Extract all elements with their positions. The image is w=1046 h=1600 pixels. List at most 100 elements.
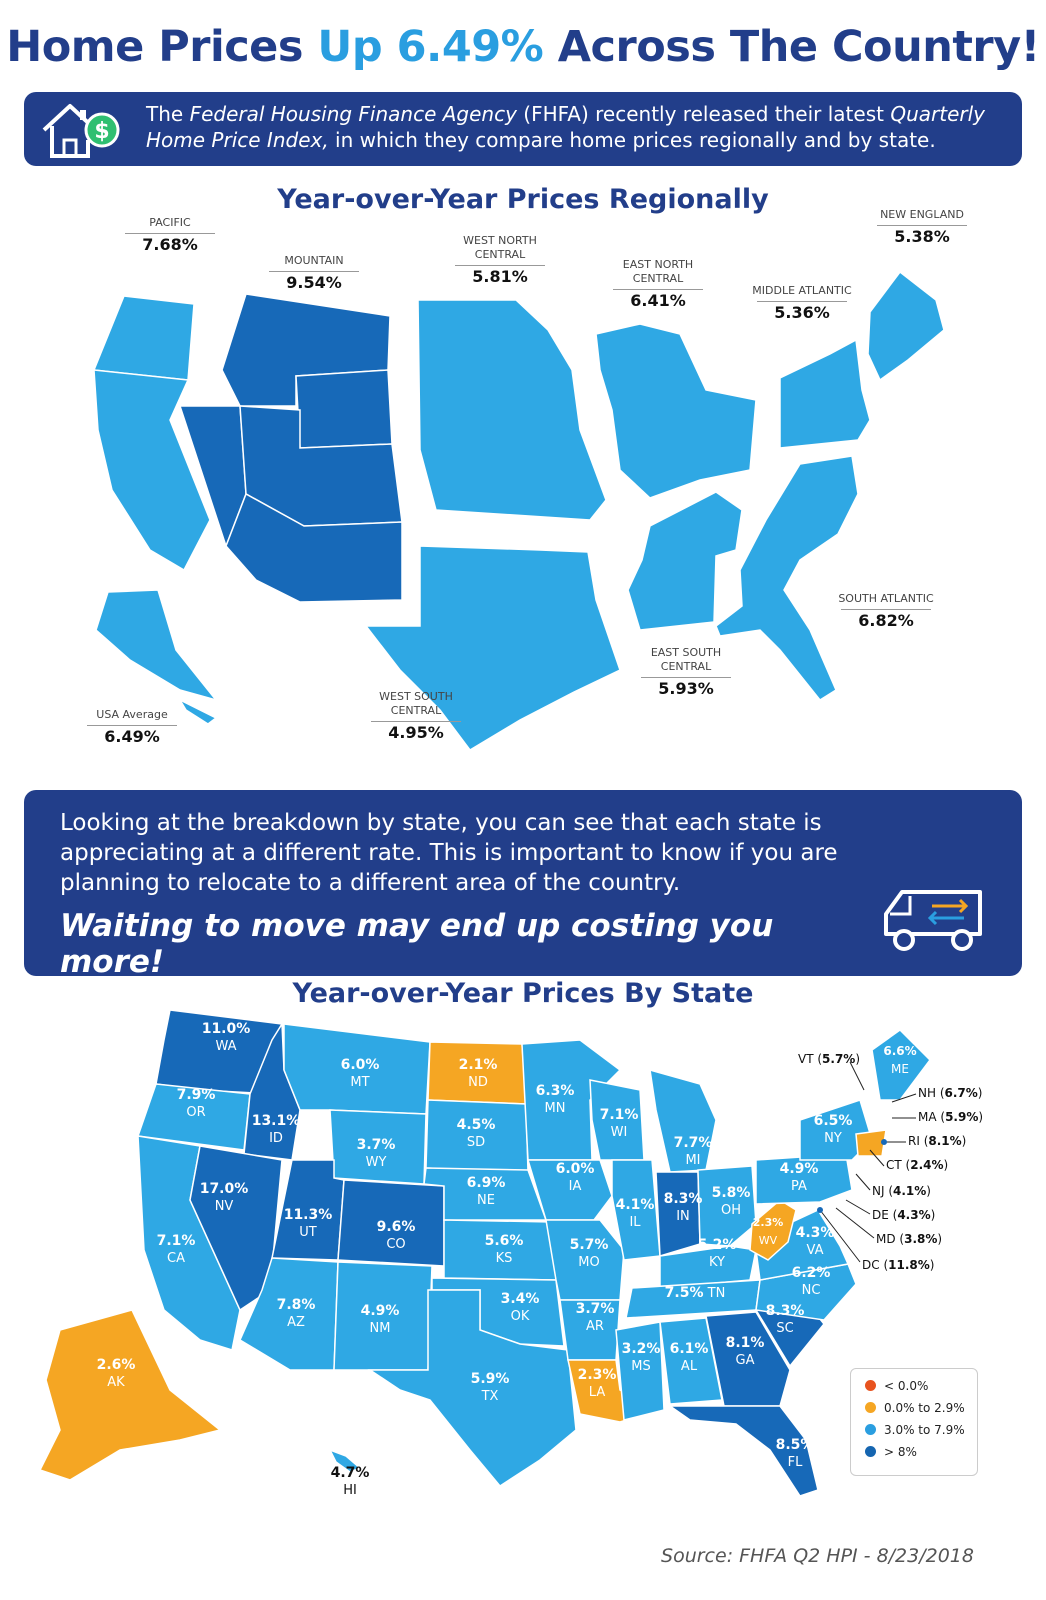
state-label-sc: 8.3% SC: [765, 1303, 805, 1336]
region-mountain-az-nm: [225, 492, 403, 603]
source-note: Source: FHFA Q2 HPI - 8/23/2018: [661, 1545, 974, 1567]
state-label-mt: 6.0% MT: [340, 1057, 380, 1090]
moving-van-icon: [884, 890, 982, 951]
state-label-va: 4.3% VA: [795, 1225, 835, 1258]
legend-swatch: [865, 1424, 876, 1435]
region-new-england: [867, 270, 945, 382]
state-label-az: 7.8% AZ: [276, 1297, 316, 1330]
region-enc: [595, 323, 757, 499]
callout-md: MD (3.8%): [876, 1232, 943, 1246]
state-label-la: 2.3% LA: [577, 1367, 617, 1400]
region-hawaii: [178, 698, 218, 725]
state-label-wv: 2.3% WV: [752, 1216, 784, 1247]
state-label-nm: 4.9% NM: [360, 1303, 400, 1336]
region-mountain-north: [221, 293, 391, 407]
state-label-ga: 8.1% GA: [725, 1335, 765, 1368]
state-label-nv: 17.0% NV: [199, 1181, 249, 1214]
region-label-south-atlantic: SOUTH ATLANTIC 6.82%: [838, 592, 934, 630]
state-label-in: 8.3% IN: [663, 1191, 703, 1224]
state-label-sd: 4.5% SD: [456, 1117, 496, 1150]
region-label-wnc: WEST NORTH CENTRAL 5.81%: [448, 234, 552, 285]
state-label-ia: 6.0% IA: [555, 1161, 595, 1194]
region-label-new-england: NEW ENGLAND 5.38%: [870, 208, 974, 245]
state-label-nc: 6.2% NC: [791, 1265, 831, 1298]
callout-de: DE (4.3%): [872, 1208, 936, 1222]
relocation-cta: Waiting to move may end up costing you m…: [60, 908, 774, 980]
state-label-ny: 6.5% NY: [813, 1113, 853, 1146]
region-label-usa-average: USA Average 6.49%: [80, 708, 184, 745]
region-label-mountain: MOUNTAIN 9.54%: [262, 254, 366, 291]
state-label-hi: 4.7% HI: [330, 1465, 370, 1498]
region-alaska: [95, 589, 219, 702]
intro-text: The Federal Housing Finance Agency (FHFA…: [146, 101, 1016, 153]
callout-nj: NJ (4.1%): [872, 1184, 931, 1198]
region-wsc: [364, 545, 621, 751]
legend-item-low: 0.0% to 2.9%: [865, 1401, 965, 1415]
legend-swatch: [865, 1380, 876, 1391]
callout-vt: VT (5.7%): [798, 1052, 861, 1066]
state-ak: [38, 1309, 222, 1481]
state-me: [871, 1029, 931, 1101]
state-label-id: 13.1% ID: [251, 1113, 301, 1146]
region-label-mid-atlantic: MIDDLE ATLANTIC 5.36%: [752, 284, 852, 322]
state-label-ks: 5.6% KS: [484, 1233, 524, 1266]
legend-swatch: [865, 1446, 876, 1457]
state-tx: [367, 1289, 577, 1487]
state-oh: [697, 1165, 757, 1247]
region-esc: [627, 491, 743, 631]
state-map: [38, 1010, 931, 1497]
region-label-enc: EAST NORTH CENTRAL 6.41%: [606, 258, 710, 309]
state-label-mn: 6.3% MN: [535, 1083, 575, 1116]
region-south-atlantic: [715, 455, 859, 701]
state-ms: [615, 1321, 665, 1421]
relocation-banner: Looking at the breakdown by state, you c…: [24, 790, 1022, 980]
legend-item-negative: < 0.0%: [865, 1379, 928, 1393]
state-label-ak: 2.6% AK: [96, 1357, 136, 1390]
state-label-al: 6.1% AL: [669, 1341, 709, 1374]
callout-dc: DC (11.8%): [862, 1258, 935, 1272]
state-label-mi: 7.7% MI: [673, 1135, 713, 1168]
intro-t1: The: [146, 102, 190, 126]
legend-item-mid: 3.0% to 7.9%: [865, 1423, 965, 1437]
region-label-wsc: WEST SOUTH CENTRAL 4.95%: [364, 690, 468, 741]
state-label-fl: 8.5% FL: [775, 1437, 815, 1470]
state-label-ar: 3.7% AR: [575, 1301, 615, 1334]
region-pacific-north: [92, 295, 195, 381]
state-label-wa: 11.0% WA: [201, 1021, 251, 1054]
state-label-il: 4.1% IL: [615, 1197, 655, 1230]
callout-leader-lines: [817, 1061, 917, 1263]
state-al: [659, 1317, 723, 1405]
state-ky: [659, 1245, 757, 1289]
intro-agency: Federal Housing Finance Agency: [189, 102, 517, 126]
state-label-ut: 11.3% UT: [283, 1207, 333, 1240]
by-state-title: Year-over-Year Prices By State: [292, 978, 754, 1009]
intro-index: Quarterly Home Price Index,: [146, 102, 985, 152]
title-post: Across The Country!: [543, 22, 1040, 72]
state-label-ne: 6.9% NE: [466, 1175, 506, 1208]
region-wnc: [417, 299, 607, 521]
state-label-wy: 3.7% WY: [356, 1137, 396, 1170]
title-pre: Home Prices: [6, 22, 318, 72]
state-ia: [526, 1159, 613, 1221]
region-pacific-ca: [93, 369, 211, 572]
svg-text:$: $: [94, 119, 109, 144]
state-label-tn: 7.5% TN: [664, 1285, 726, 1301]
state-ct: [855, 1129, 887, 1157]
state-label-tx: 5.9% TX: [470, 1371, 510, 1404]
region-mountain-wy: [295, 369, 393, 449]
callout-ct: CT (2.4%): [886, 1158, 949, 1172]
legend-item-high: > 8%: [865, 1445, 917, 1459]
relocation-text: Looking at the breakdown by state, you c…: [60, 810, 838, 896]
title-accent: Up 6.49%: [317, 22, 544, 72]
state-label-mo: 5.7% MO: [569, 1237, 609, 1270]
region-label-pacific: PACIFIC 7.68%: [118, 216, 222, 253]
state-label-nd: 2.1% ND: [458, 1057, 498, 1090]
intro-t5: in which they compare home prices region…: [328, 128, 936, 152]
state-label-co: 9.6% CO: [376, 1219, 416, 1252]
intro-t3: (FHFA) recently released their latest: [516, 102, 891, 126]
state-label-ms: 3.2% MS: [621, 1341, 661, 1374]
state-nv: [189, 1145, 283, 1312]
callout-ri: RI (8.1%): [908, 1134, 967, 1148]
state-label-me: 6.6% ME: [883, 1044, 917, 1076]
state-il: [611, 1159, 661, 1261]
